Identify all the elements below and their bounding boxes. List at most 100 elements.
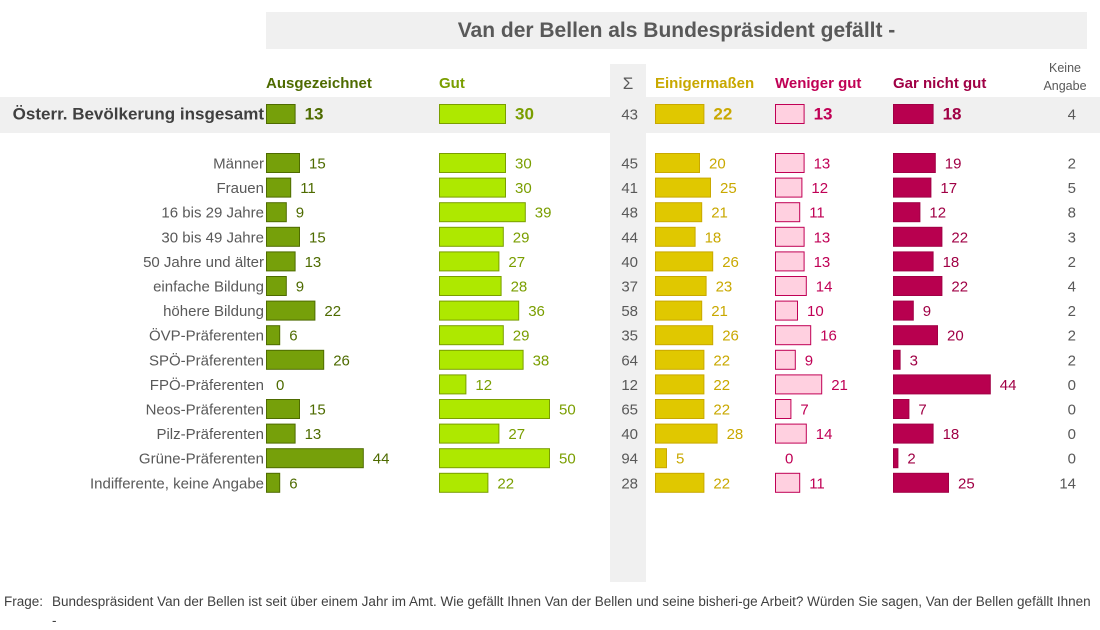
sum-value: 35 — [621, 328, 638, 345]
value-label-gut: 22 — [497, 475, 514, 492]
row-label: Neos-Präferenten — [146, 402, 264, 419]
row-label: 50 Jahre und älter — [143, 254, 264, 271]
bar-gar_nicht_gut — [893, 104, 934, 124]
bar-ausgezeichnet — [266, 153, 300, 173]
bar-gut — [439, 399, 550, 419]
value-label-gut: 30 — [515, 180, 532, 197]
bar-weniger_gut — [775, 472, 801, 493]
row-label: Österr. Bevölkerung insgesamt — [13, 105, 265, 124]
value-label-weniger_gut: 12 — [811, 180, 828, 197]
value-label-ausgezeichnet: 13 — [305, 254, 322, 271]
value-label-gar_nicht_gut: 18 — [943, 105, 962, 124]
value-label-ausgezeichnet: 26 — [333, 352, 350, 369]
value-label-einigermassen: 18 — [705, 229, 722, 246]
value-label-einigermassen: 28 — [727, 426, 744, 443]
value-label-ausgezeichnet: 44 — [373, 451, 390, 468]
value-label-weniger_gut: 11 — [809, 475, 825, 492]
value-label-gut: 27 — [508, 254, 525, 271]
sum-header: Σ — [623, 74, 634, 93]
value-label-weniger_gut: 13 — [814, 156, 831, 173]
bar-weniger_gut — [775, 226, 805, 247]
sum-value: 41 — [621, 180, 638, 197]
value-label-weniger_gut: 9 — [805, 352, 813, 369]
bar-ausgezeichnet — [266, 202, 287, 223]
value-label-weniger_gut: 7 — [800, 402, 808, 419]
value-label-gut: 50 — [559, 451, 576, 468]
sum-value: 40 — [621, 254, 638, 271]
bar-gut — [439, 276, 502, 296]
bar-ausgezeichnet — [266, 423, 296, 444]
bar-ausgezeichnet — [266, 325, 281, 346]
sum-value: 12 — [621, 377, 638, 394]
value-label-gar_nicht_gut: 22 — [951, 229, 968, 246]
value-label-gar_nicht_gut: 12 — [929, 205, 946, 222]
value-label-gar_nicht_gut: 2 — [907, 451, 915, 468]
value-label-weniger_gut: 21 — [831, 377, 848, 394]
column-header-gar_nicht_gut: Gar nicht gut — [893, 75, 986, 92]
value-label-weniger_gut: 13 — [814, 105, 833, 124]
bar-ausgezeichnet — [266, 472, 281, 493]
value-label-gut: 29 — [513, 229, 530, 246]
value-label-einigermassen: 22 — [713, 475, 730, 492]
bar-gar_nicht_gut — [893, 226, 943, 247]
bar-gut — [439, 104, 506, 124]
row-label: SPÖ-Präferenten — [149, 351, 264, 369]
value-label-weniger_gut: 16 — [820, 328, 837, 345]
value-label-gut: 12 — [475, 377, 492, 394]
row-label: 16 bis 29 Jahre — [161, 205, 264, 222]
value-label-gut: 36 — [528, 303, 545, 320]
value-label-gut: 28 — [511, 279, 528, 296]
bar-weniger_gut — [775, 177, 803, 198]
value-label-gut: 38 — [533, 352, 550, 369]
bar-weniger_gut — [775, 374, 823, 395]
column-header-ausgezeichnet: Ausgezeichnet — [266, 75, 372, 92]
bar-gut — [439, 374, 467, 395]
sum-value: 48 — [621, 205, 638, 222]
question-text: Bundespräsident Van der Bellen ist seit … — [52, 594, 1091, 628]
value-label-einigermassen: 20 — [709, 156, 726, 173]
bar-weniger_gut — [775, 423, 807, 444]
bar-gar_nicht_gut — [893, 300, 914, 321]
bar-einigermassen — [655, 177, 711, 198]
bar-gut — [439, 325, 504, 346]
bar-weniger_gut — [775, 349, 796, 370]
value-label-weniger_gut: 13 — [814, 254, 831, 271]
bar-gut — [439, 472, 489, 493]
value-label-weniger_gut: 0 — [785, 451, 793, 468]
keine-angabe-value: 0 — [1068, 402, 1076, 419]
value-label-gut: 27 — [508, 426, 525, 443]
row-label: Männer — [213, 156, 264, 173]
bar-einigermassen — [655, 325, 714, 346]
bar-einigermassen — [655, 300, 703, 321]
value-label-gut: 39 — [535, 205, 552, 222]
bar-einigermassen — [655, 399, 705, 419]
sum-value: 43 — [621, 107, 638, 124]
sum-value: 37 — [621, 279, 638, 296]
sum-value: 65 — [621, 402, 638, 419]
column-header-einigermassen: Einigermaßen — [655, 75, 754, 92]
row-label: 30 bis 49 Jahre — [161, 229, 264, 246]
bar-gar_nicht_gut — [893, 472, 949, 493]
bar-gut — [439, 448, 550, 469]
bar-einigermassen — [655, 472, 705, 493]
keine-angabe-value: 0 — [1068, 426, 1076, 443]
keine-angabe-value: 2 — [1068, 303, 1076, 320]
bar-gar_nicht_gut — [893, 251, 934, 272]
bar-gut — [439, 349, 524, 370]
keine-angabe-value: 4 — [1068, 107, 1076, 124]
column-header-weniger_gut: Weniger gut — [775, 75, 861, 92]
value-label-weniger_gut: 11 — [809, 205, 825, 222]
bar-weniger_gut — [775, 300, 798, 321]
bar-weniger_gut — [775, 325, 812, 346]
value-label-ausgezeichnet: 0 — [276, 377, 284, 394]
bar-einigermassen — [655, 153, 700, 173]
sum-value: 64 — [621, 352, 638, 369]
value-label-ausgezeichnet: 9 — [296, 205, 304, 222]
column-header-gut: Gut — [439, 75, 465, 92]
bar-ausgezeichnet — [266, 177, 292, 198]
bar-gar_nicht_gut — [893, 202, 921, 223]
bar-einigermassen — [655, 374, 705, 395]
sum-value: 58 — [621, 303, 638, 320]
value-label-gar_nicht_gut: 3 — [910, 352, 918, 369]
bar-ausgezeichnet — [266, 399, 300, 419]
